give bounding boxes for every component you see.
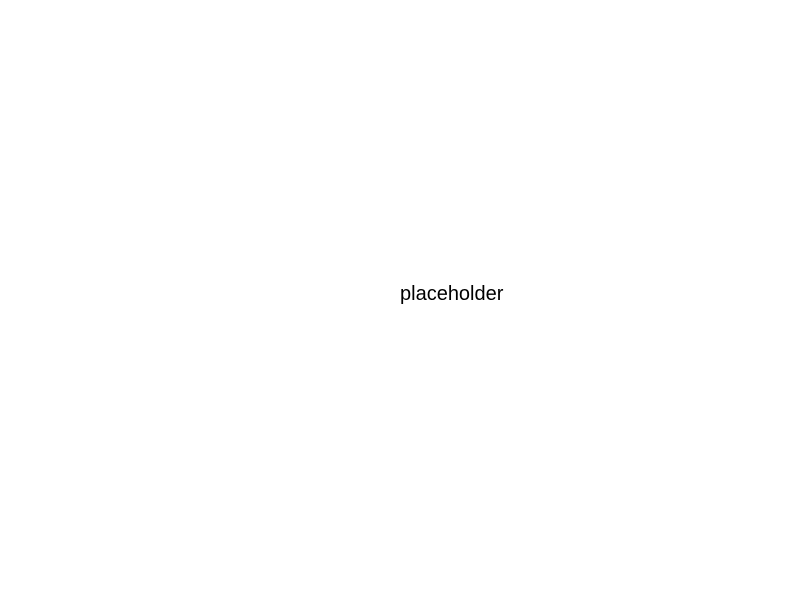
svg-text:placeholder: placeholder xyxy=(400,283,504,305)
